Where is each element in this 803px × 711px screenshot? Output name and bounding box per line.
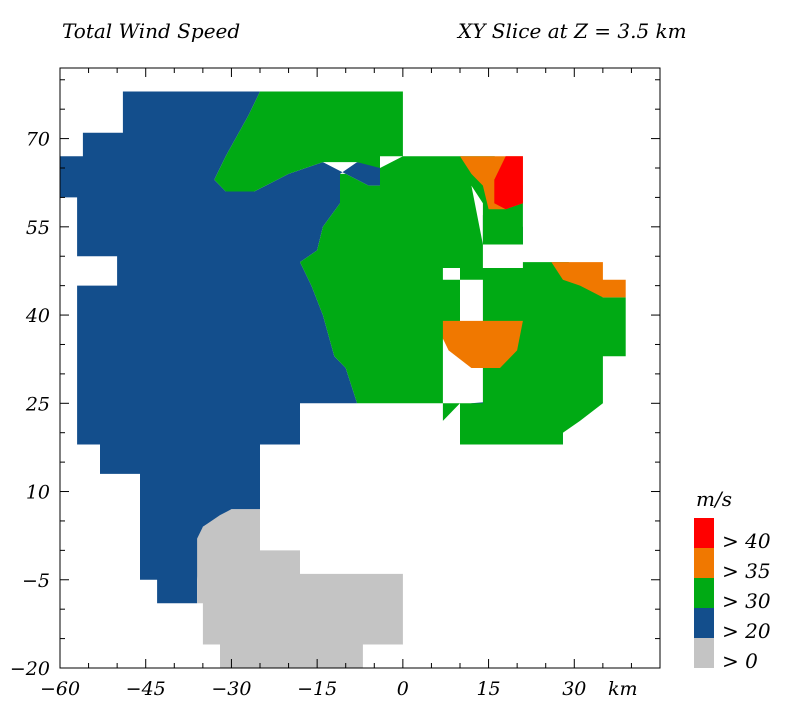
- legend-swatch: [694, 518, 714, 548]
- region-6: [442, 320, 523, 368]
- x-tick-label: 30: [562, 678, 586, 700]
- y-tick-label: −5: [22, 570, 50, 592]
- x-axis-labels: −60 −45 −30 −15 0 15 30: [40, 678, 586, 700]
- axis-ticks: [59, 68, 661, 669]
- y-tick-label: 70: [26, 129, 50, 151]
- legend-swatch: [694, 608, 714, 638]
- y-axis-labels: −20 −5 10 25 40 55 70: [10, 129, 50, 680]
- chart-title: Total Wind Speed: [62, 19, 240, 43]
- x-tick-label: 15: [476, 678, 500, 700]
- plot-frame: [59, 67, 661, 669]
- wind-regions: [60, 91, 638, 668]
- y-tick-label: 55: [26, 217, 50, 239]
- y-tick-label: 25: [25, 393, 50, 415]
- legend-swatch: [694, 578, 714, 608]
- x-tick-label: 0: [397, 678, 409, 700]
- region-4: [214, 91, 638, 445]
- region-7: [551, 262, 626, 298]
- legend-label: > 0: [722, 649, 758, 673]
- region-0: [60, 91, 380, 604]
- legend-label: > 30: [722, 589, 771, 613]
- x-tick-label: −45: [126, 678, 166, 700]
- y-tick-label: −20: [10, 658, 50, 680]
- legend-label: > 35: [722, 559, 771, 583]
- y-tick-label: 10: [26, 482, 50, 504]
- y-tick-label: 40: [25, 305, 50, 327]
- chart-subtitle: XY Slice at Z = 3.5 km: [456, 19, 687, 43]
- legend-label: > 40: [722, 529, 771, 553]
- region-8: [494, 156, 523, 210]
- x-tick-label: −60: [40, 678, 80, 700]
- region-3: [197, 509, 403, 668]
- legend-unit: m/s: [696, 487, 732, 511]
- x-tick-label: −30: [211, 678, 251, 700]
- legend-label: > 20: [722, 619, 771, 643]
- x-tick-label: −15: [297, 678, 337, 700]
- legend-swatch: [694, 548, 714, 578]
- x-axis-unit: km: [608, 678, 638, 700]
- legend: > 40 > 35 > 30 > 20 > 0: [694, 518, 771, 673]
- legend-swatch: [694, 638, 714, 668]
